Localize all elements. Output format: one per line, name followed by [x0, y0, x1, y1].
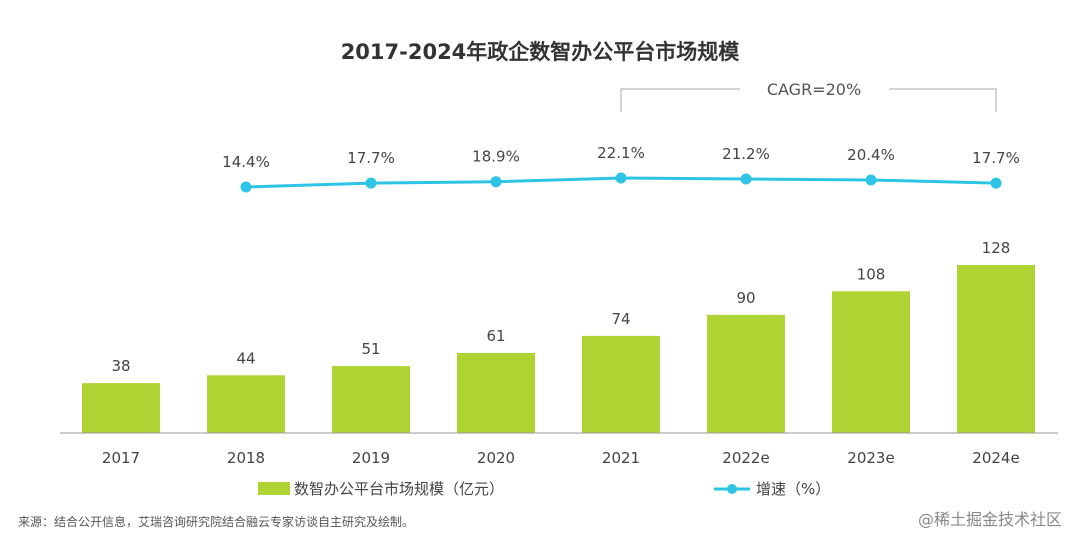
legend-line-swatch: [714, 483, 750, 494]
x-tick-label: 2018: [227, 449, 265, 467]
x-tick-label: 2021: [602, 449, 640, 467]
x-tick-label: 2017: [102, 449, 140, 467]
legend-bar: 数智办公平台市场规模（亿元）: [258, 478, 504, 499]
growth-value-label: 17.7%: [972, 149, 1020, 167]
legend-bar-label: 数智办公平台市场规模（亿元）: [294, 480, 505, 498]
bar: [457, 352, 535, 433]
growth-value-label: 21.2%: [722, 145, 770, 163]
legend-line-label: 增速（%）: [756, 480, 831, 498]
x-tick-label: 2020: [477, 449, 515, 467]
bar: [332, 366, 410, 433]
cagr-bracket-left: [620, 88, 740, 112]
legend-bar-swatch: [258, 482, 290, 495]
growth-point: [490, 176, 502, 188]
bar: [582, 335, 660, 433]
growth-value-label: 20.4%: [847, 146, 895, 164]
growth-point: [240, 181, 252, 193]
source-note: 来源：结合公开信息，艾瑞咨询研究院结合融云专家访谈自主研究及绘制。: [18, 515, 415, 529]
growth-point: [365, 177, 377, 189]
cagr-bracket-right: [889, 88, 997, 112]
x-tick-label: 2023e: [847, 449, 894, 467]
bar-value-label: 44: [236, 349, 255, 367]
legend-line: 增速（%）: [712, 478, 830, 499]
bar: [707, 314, 785, 433]
x-tick-label: 2019: [352, 449, 390, 467]
cagr-label: CAGR=20%: [767, 80, 861, 99]
x-tick-label: 2022e: [722, 449, 769, 467]
bar: [832, 291, 910, 433]
bar: [82, 383, 160, 433]
bar-value-label: 90: [736, 289, 755, 307]
bar-value-label: 108: [857, 265, 886, 283]
growth-value-label: 14.4%: [222, 153, 270, 171]
growth-point: [990, 177, 1002, 189]
growth-point: [865, 174, 877, 186]
growth-value-label: 18.9%: [472, 148, 520, 166]
growth-point: [740, 173, 752, 185]
bar-value-label: 74: [611, 310, 630, 328]
growth-point: [615, 172, 627, 184]
bar: [207, 375, 285, 433]
bar-value-label: 61: [486, 327, 505, 345]
growth-value-label: 17.7%: [347, 149, 395, 167]
bar: [957, 265, 1035, 433]
x-tick-label: 2024e: [972, 449, 1019, 467]
bar-value-label: 38: [111, 357, 130, 375]
bar-value-label: 128: [982, 239, 1011, 257]
bar-value-label: 51: [361, 340, 380, 358]
chart-title: 2017-2024年政企数智办公平台市场规模: [340, 40, 740, 64]
watermark: @稀土掘金技术社区: [917, 510, 1062, 529]
growth-value-label: 22.1%: [597, 144, 645, 162]
